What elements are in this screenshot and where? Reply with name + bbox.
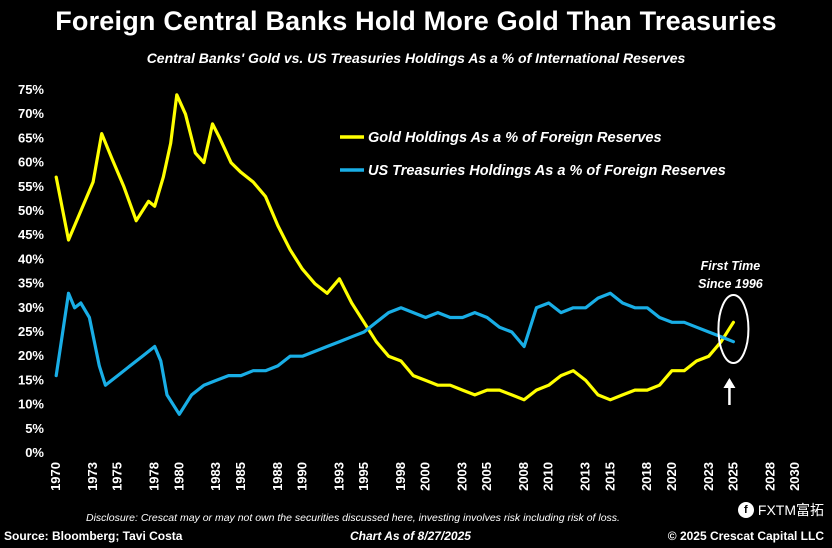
as-of-text: Chart As of 8/27/2025 [350, 529, 471, 543]
gold-series-line [54, 93, 735, 402]
x-tick-label: 1970 [48, 462, 63, 491]
y-tick-label: 60% [18, 155, 44, 170]
x-tick-label: 1993 [331, 462, 346, 491]
x-tick-label: 1978 [147, 462, 162, 491]
x-tick-label: 2023 [701, 462, 716, 491]
y-tick-label: 5% [25, 421, 44, 436]
y-tick-label: 25% [18, 324, 44, 339]
x-tick-label: 2015 [602, 462, 617, 491]
x-tick-label: 1975 [110, 462, 125, 491]
x-tick-label: 1983 [208, 462, 223, 491]
legend: Gold Holdings As a % of Foreign Reserves… [340, 130, 726, 179]
y-tick-label: 55% [18, 179, 44, 194]
x-tick-label: 1998 [393, 462, 408, 491]
y-tick-label: 50% [18, 203, 44, 218]
x-tick-label: 1980 [171, 462, 186, 491]
chart-title: Foreign Central Banks Hold More Gold Tha… [55, 6, 777, 36]
y-axis: 0% 5% 10% 15% 20% 25% 30% 35% 40% 45% 50% 55% 60% 65%… [18, 82, 44, 460]
x-tick-label: 2025 [725, 462, 740, 491]
y-tick-label: 65% [18, 130, 44, 145]
legend-label: US Treasuries Holdings As a % of Foreign… [368, 163, 726, 179]
fxtm-logo-icon: f [737, 502, 754, 518]
x-tick-label: 2028 [762, 462, 777, 491]
x-axis: 1970 1973 1975 1978 1980 1983 1985 1988 1990 1993… [48, 462, 802, 491]
watermark: f FXTM富拓 [737, 500, 824, 520]
x-tick-label: 2005 [479, 462, 494, 491]
x-tick-label: 2010 [541, 462, 556, 491]
x-tick-label: 2030 [787, 462, 802, 491]
y-tick-label: 20% [18, 348, 44, 363]
annotation-ellipse [717, 294, 750, 364]
y-tick-label: 40% [18, 251, 44, 266]
y-tick-label: 45% [18, 227, 44, 242]
watermark-text: FXTM富拓 [757, 502, 824, 518]
y-tick-label: 35% [18, 276, 44, 291]
x-tick-label: 1995 [356, 462, 371, 491]
x-tick-label: 2018 [639, 462, 654, 491]
y-tick-label: 0% [25, 445, 44, 460]
x-tick-label: 2003 [455, 462, 470, 491]
x-tick-label: 1973 [85, 462, 100, 491]
annotation-line2: Since 1996 [698, 277, 764, 291]
y-tick-label: 15% [18, 372, 44, 387]
y-tick-label: 75% [18, 82, 44, 97]
x-tick-label: 1990 [294, 462, 309, 491]
x-tick-label: 1985 [233, 462, 248, 491]
y-tick-label: 70% [18, 106, 44, 121]
x-tick-label: 2000 [418, 462, 433, 491]
x-tick-label: 2008 [516, 462, 531, 491]
y-tick-label: 10% [18, 397, 44, 412]
annotation: First Time Since 1996 [698, 259, 764, 405]
legend-label: Gold Holdings As a % of Foreign Reserves [368, 130, 662, 146]
y-tick-label: 30% [18, 300, 44, 315]
annotation-line1: First Time [701, 259, 761, 273]
series-layer [54, 93, 735, 416]
x-tick-label: 2020 [664, 462, 679, 491]
annotation-arrow-head [723, 378, 736, 388]
chart-subtitle: Central Banks' Gold vs. US Treasuries Ho… [146, 50, 686, 66]
treasuries-series-line [54, 291, 735, 416]
disclosure-text: Disclosure: Crescat may or may not own t… [86, 512, 620, 524]
x-tick-label: 1988 [270, 462, 285, 491]
copyright-text: © 2025 Crescat Capital LLC [667, 529, 824, 543]
source-text: Source: Bloomberg; Tavi Costa [4, 529, 183, 543]
x-tick-label: 2013 [578, 462, 593, 491]
